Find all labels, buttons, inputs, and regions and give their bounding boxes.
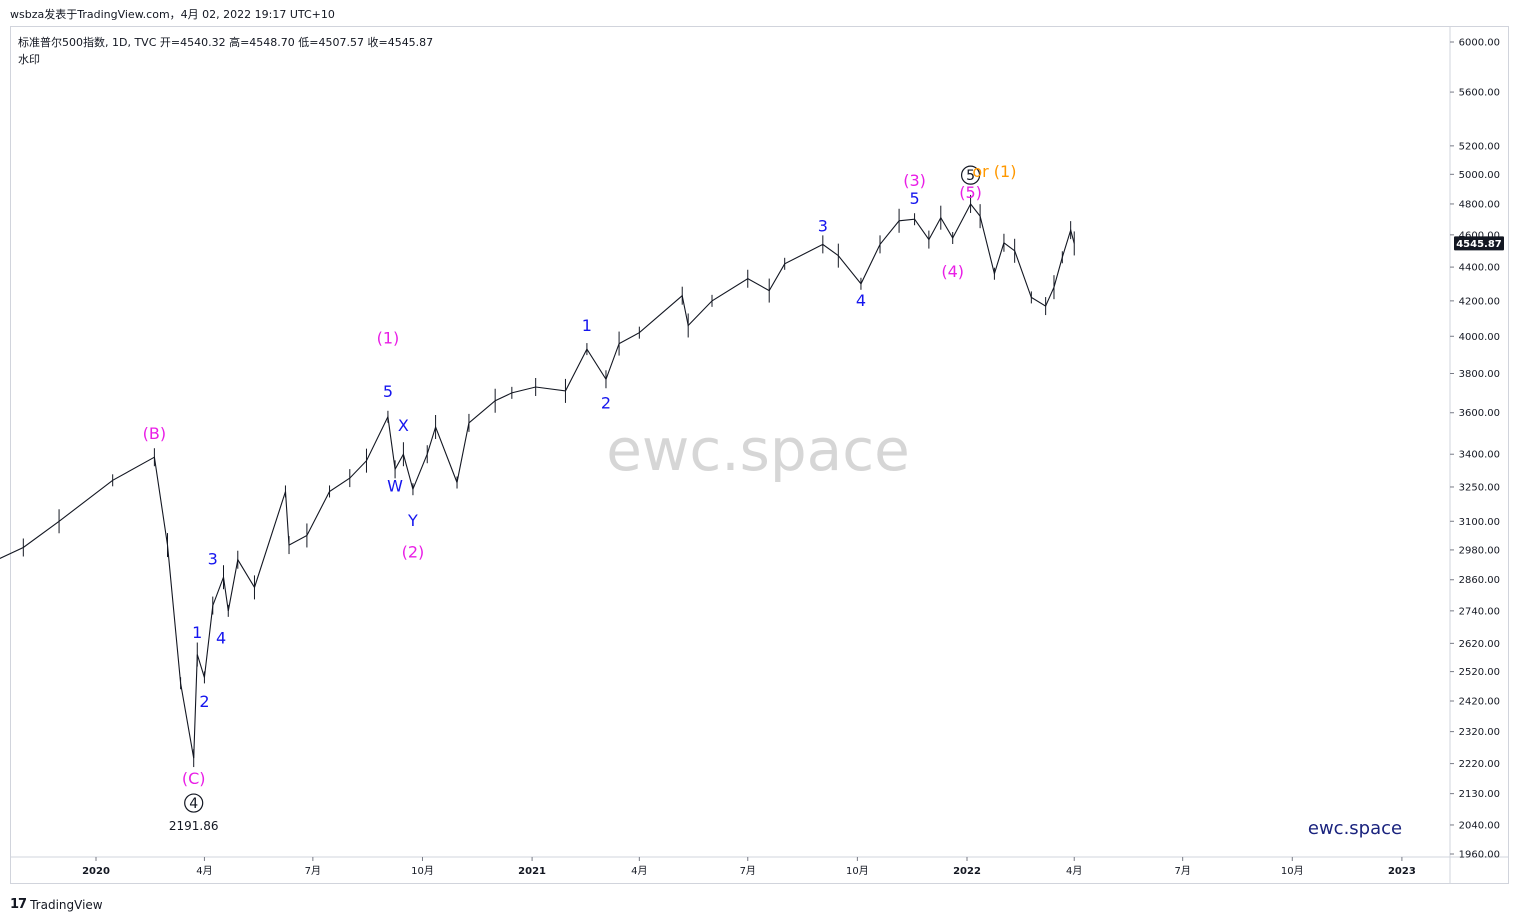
wave-label: (B) [143,424,166,443]
price-line [0,202,1075,759]
y-tick-label: 2320.00 [1459,727,1500,738]
y-tick-label: 2520.00 [1459,667,1500,678]
wave-label: (1) [377,329,400,348]
wave-label: 3 [818,217,828,236]
y-tick-label: 2130.00 [1459,789,1500,800]
x-tick-label: 4月 [196,865,212,877]
y-tick-label: 5200.00 [1459,141,1500,152]
y-tick-label: 3250.00 [1459,482,1500,493]
x-tick-label: 2021 [518,866,546,877]
y-tick-label: 5600.00 [1459,88,1500,99]
y-tick-label: 2860.00 [1459,575,1500,586]
y-tick-label: 4600.00 [1459,230,1500,241]
y-tick-label: 3600.00 [1459,408,1500,419]
low-price-label: 2191.86 [169,819,219,833]
wave-label: 1 [192,623,202,642]
watermark-legend: 水印 [18,53,40,66]
wave-circle-marker [184,793,204,813]
wave-label: 2 [601,394,611,413]
center-watermark: ewc.space [606,416,910,484]
wave-label: 5 [383,382,393,401]
wave-label: (5) [959,183,982,202]
wave-label: 4 [856,291,866,310]
wave-label: 4 [189,796,198,812]
wave-label: 5 [966,168,975,184]
publish-caption: wsbza发表于TradingView.com，4月 02, 2022 19:1… [10,8,335,21]
y-tick-label: 4800.00 [1459,199,1500,210]
x-tick-label: 7月 [740,865,756,877]
x-tick-label: 4月 [1066,865,1082,877]
x-tick-label: 4月 [631,865,647,877]
y-tick-label: 2620.00 [1459,639,1500,650]
y-tick-label: 2420.00 [1459,696,1500,707]
y-tick-label: 3400.00 [1459,450,1500,461]
wave-label: 5 [909,189,919,208]
wave-label: or (1) [972,162,1016,181]
x-tick-label: 2022 [953,866,981,877]
x-tick-label: 10月 [846,865,869,877]
y-tick-label: 2040.00 [1459,820,1500,831]
x-tick-label: 2023 [1388,866,1416,877]
symbol-legend: 标准普尔500指数, 1D, TVC 开=4540.32 高=4548.70 低… [18,36,434,49]
wave-label: (C) [182,769,206,788]
y-tick-label: 4200.00 [1459,296,1500,307]
y-tick-label: 4000.00 [1459,332,1500,343]
tradingview-footer[interactable]: 17 TradingView [10,897,103,912]
wave-label: Y [407,511,418,530]
wave-label: (2) [402,542,425,561]
tradingview-label: TradingView [30,897,103,912]
y-tick-label: 4400.00 [1459,263,1500,274]
y-tick-label: 3800.00 [1459,369,1500,380]
y-tick-label: 2740.00 [1459,606,1500,617]
y-tick-label: 5000.00 [1459,170,1500,181]
chart-frame [10,26,1509,884]
x-tick-label: 7月 [305,865,321,877]
y-tick-label: 6000.00 [1459,38,1500,49]
wave-label: X [398,416,409,435]
wave-label: W [387,476,403,495]
wave-label: (3) [903,171,926,190]
y-tick-label: 3100.00 [1459,517,1500,528]
wave-label: 2 [199,692,209,711]
wave-label: 4 [216,628,226,647]
x-tick-label: 2020 [82,866,110,877]
y-tick-label: 1960.00 [1459,850,1500,861]
wave-label: (4) [941,262,964,281]
wave-label: 3 [208,550,218,569]
y-tick-label: 2220.00 [1459,759,1500,770]
x-tick-label: 7月 [1174,865,1190,877]
last-price-badge [1454,236,1504,251]
tradingview-logo-icon: 17 [10,897,27,912]
wave-label: 1 [582,316,592,335]
wave-circle-marker [960,165,981,185]
x-tick-label: 10月 [411,865,434,877]
last-price-label: 4545.87 [1456,239,1502,250]
corner-watermark: ewc.space [1308,818,1402,839]
x-tick-label: 10月 [1281,865,1304,877]
y-tick-label: 2980.00 [1459,545,1500,556]
